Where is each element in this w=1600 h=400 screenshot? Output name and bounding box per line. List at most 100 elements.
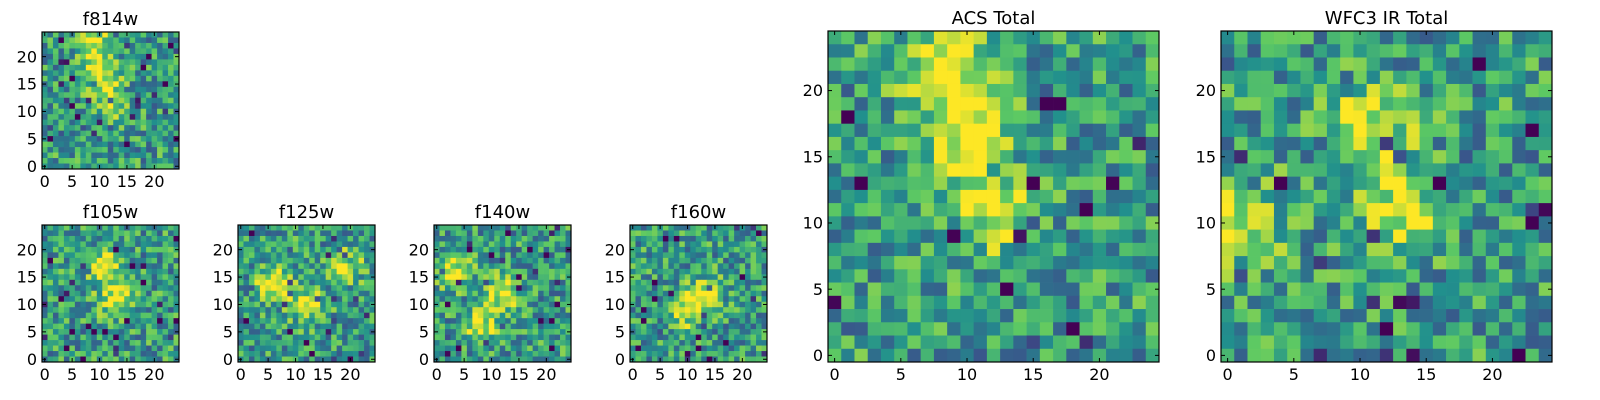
- heatmap-cell: [690, 230, 697, 237]
- heatmap-cell: [162, 158, 169, 164]
- heatmap-cell: [701, 279, 708, 286]
- heatmap-cell: [1499, 216, 1513, 230]
- heatmap-cell: [52, 323, 59, 330]
- heatmap-cell: [532, 301, 539, 308]
- heatmap-cell: [1013, 57, 1027, 72]
- heatmap-cell: [129, 340, 136, 346]
- heatmap-cell: [353, 340, 359, 346]
- heatmap-cell: [657, 230, 664, 237]
- heatmap-cell: [554, 235, 561, 242]
- heatmap-cell: [91, 296, 98, 303]
- heatmap-cell: [444, 279, 451, 286]
- heatmap-cell: [1066, 216, 1080, 230]
- heatmap-cell: [690, 279, 697, 286]
- heatmap-cell: [129, 86, 136, 93]
- heatmap-cell: [538, 230, 544, 237]
- heatmap-cell: [151, 108, 158, 115]
- heatmap-cell: [1066, 282, 1080, 297]
- heatmap-cell: [434, 351, 440, 357]
- heatmap-cell: [91, 70, 98, 77]
- heatmap-cell: [42, 312, 48, 319]
- heatmap-cell: [129, 48, 136, 55]
- heatmap-cell: [358, 345, 365, 352]
- heatmap-cell: [102, 53, 109, 60]
- heatmap-cell: [662, 230, 669, 237]
- heatmap-cell: [1446, 31, 1460, 45]
- heatmap-cell: [1419, 282, 1434, 297]
- heatmap-cell: [739, 318, 746, 324]
- heatmap-cell: [157, 136, 163, 142]
- heatmap-cell: [455, 307, 462, 314]
- heatmap-cell: [880, 242, 895, 257]
- heatmap-cell: [706, 301, 713, 308]
- heatmap-cell: [168, 92, 174, 99]
- heatmap-cell: [461, 285, 468, 292]
- heatmap-cell: [265, 340, 272, 346]
- heatmap-cell: [358, 323, 365, 330]
- heatmap-cell: [42, 48, 48, 55]
- heatmap-cell: [146, 108, 152, 115]
- heatmap-cell: [750, 345, 757, 352]
- heatmap-cell: [259, 318, 266, 324]
- heatmap-cell: [162, 125, 169, 131]
- heatmap-cell: [630, 235, 636, 242]
- heatmap-cell: [1499, 309, 1513, 323]
- heatmap-cell: [281, 241, 288, 248]
- heatmap-cell: [1419, 309, 1434, 323]
- heatmap-cell: [712, 340, 719, 346]
- heatmap-cell: [58, 32, 65, 38]
- heatmap-cell: [42, 114, 48, 121]
- heatmap-cell: [695, 356, 702, 363]
- heatmap-cell: [298, 230, 305, 237]
- heatmap-cell: [96, 108, 103, 115]
- heatmap-cell: [565, 312, 572, 319]
- heatmap-cell: [1446, 136, 1460, 151]
- heatmap-cell: [549, 241, 555, 248]
- heatmap-cell: [364, 323, 370, 330]
- heatmap-cell: [342, 307, 348, 314]
- heatmap-cell: [521, 356, 528, 363]
- heatmap-cell: [1485, 269, 1500, 283]
- heatmap-cell: [162, 345, 169, 352]
- heatmap-cell: [651, 268, 658, 275]
- heatmap-cell: [521, 257, 528, 264]
- heatmap-cell: [254, 301, 261, 308]
- heatmap-cell: [1459, 348, 1473, 363]
- heatmap-cell: [756, 279, 762, 286]
- heatmap-cell: [701, 312, 708, 319]
- heatmap-cell: [320, 301, 327, 308]
- heatmap-cell: [854, 256, 869, 270]
- heatmap-cell: [113, 263, 120, 270]
- heatmap-cell: [723, 263, 729, 270]
- heatmap-cell: [554, 307, 561, 314]
- heatmap-cell: [168, 103, 174, 110]
- heatmap-cell: [85, 312, 92, 319]
- heatmap-cell: [933, 176, 948, 191]
- heatmap-cell: [549, 225, 555, 231]
- heatmap-cell: [102, 301, 109, 308]
- heatmap-cell: [281, 318, 288, 324]
- heatmap-cell: [907, 110, 922, 125]
- heatmap-cell: [1366, 136, 1381, 151]
- heatmap-cell: [1260, 83, 1275, 98]
- heatmap-cell: [1053, 136, 1067, 151]
- heatmap-cell: [58, 92, 65, 99]
- heatmap-cell: [1525, 309, 1540, 323]
- heatmap-cell: [1406, 335, 1420, 350]
- heatmap-cell: [140, 307, 147, 314]
- heatmap-cell: [146, 32, 152, 38]
- x-tick-label: 15: [313, 365, 333, 384]
- heatmap-cell: [124, 351, 131, 357]
- heatmap-cell: [157, 285, 163, 292]
- heatmap-cell: [1459, 242, 1473, 257]
- heatmap-cell: [701, 257, 708, 264]
- heatmap-cell: [69, 334, 76, 341]
- heatmap-cell: [80, 119, 87, 126]
- heatmap-cell: [129, 334, 136, 341]
- heatmap-cell: [1119, 322, 1133, 336]
- heatmap-cell: [828, 256, 842, 270]
- heatmap-cell: [745, 241, 751, 248]
- heatmap-cell: [157, 301, 163, 308]
- heatmap-cell: [477, 246, 484, 253]
- heatmap-cell: [1287, 322, 1301, 336]
